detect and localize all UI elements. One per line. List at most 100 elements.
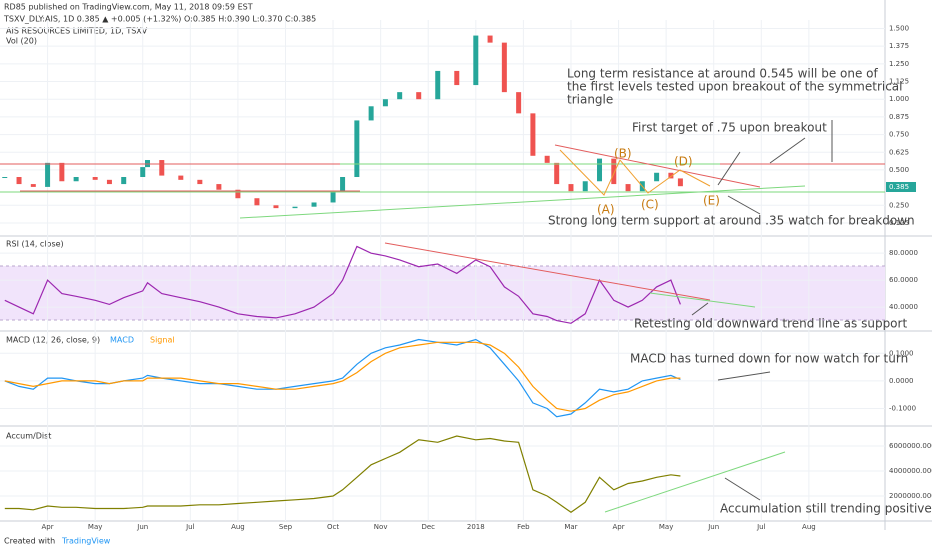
candle	[397, 92, 403, 100]
x-tick-label: Oct	[327, 523, 339, 531]
symbol-line: TSXV_DLY:AIS, 1D 0.385 ▲ +0.005 (+1.32%)…	[3, 15, 316, 24]
candle	[330, 191, 336, 203]
y-tick-label: 0.875	[889, 113, 909, 121]
arrow	[717, 151, 741, 186]
candle	[435, 70, 441, 100]
marks: Apr May Jun Jul Aug Sep Oct Nov Dec 2018 Feb Mar Apr…	[0, 20, 932, 531]
annotation: Long term resistance at around 0.545 wil…	[567, 67, 878, 81]
y-tick-label: 0.250	[889, 201, 909, 209]
y-tick-label: 6000000.0000	[889, 442, 932, 450]
candle	[487, 35, 493, 43]
annotation: MACD has turned down for now watch for t…	[630, 352, 908, 366]
candle	[501, 42, 507, 93]
x-tick-label: Mar	[564, 523, 577, 531]
x-tick-label: Apr	[42, 523, 54, 531]
y-tick-label: 1.500	[889, 24, 909, 32]
annotation: Accumulation still trending positively	[720, 502, 932, 516]
y-tick-label: 1.250	[889, 60, 909, 68]
arrow	[717, 371, 771, 381]
wave-label: (D)	[674, 155, 693, 169]
last-price-box	[886, 182, 916, 192]
annotation: Retesting old downward trend line as sup…	[634, 317, 907, 331]
rsi-band	[0, 266, 885, 320]
publish-line: RD85 published on TradingView.com, May 1…	[4, 3, 253, 12]
candle	[311, 202, 317, 207]
candle	[340, 177, 346, 192]
candle	[45, 162, 51, 187]
x-tick-label: Aug	[802, 523, 816, 531]
x-tick-label: May	[659, 523, 673, 531]
pane-title: AIS RESOURCES LIMITED, 1D, TSXV	[6, 27, 148, 36]
y-tick-label: 0.625	[889, 148, 909, 156]
y-tick-label: 1.375	[889, 42, 909, 50]
annotation: Strong long term support at around .35 w…	[548, 214, 915, 228]
accum-title: Accum/Dist	[6, 432, 51, 441]
annotation: First target of .75 upon breakout	[632, 121, 827, 135]
y-tick-label: -0.1000	[889, 404, 916, 412]
candle	[30, 184, 36, 187]
candle	[454, 70, 460, 86]
candle	[197, 179, 203, 185]
y-tick-label: 1.125	[889, 78, 909, 86]
candle	[516, 92, 522, 114]
triangle-line	[554, 144, 761, 188]
candle	[59, 162, 65, 182]
candle	[625, 184, 631, 192]
y-tick-label: 0.0000	[889, 377, 914, 385]
accum-trend-line	[604, 451, 786, 513]
candle	[121, 177, 127, 185]
candle	[216, 184, 222, 190]
trend-line	[239, 185, 806, 219]
last-price: 0.385	[889, 183, 909, 191]
candle	[273, 205, 279, 209]
candle	[416, 92, 422, 100]
candle	[554, 162, 560, 185]
candle	[368, 106, 374, 121]
candle	[611, 158, 617, 185]
wave-label: (B)	[614, 147, 632, 161]
candle	[597, 158, 603, 182]
candle	[106, 179, 112, 185]
candle	[73, 177, 79, 182]
x-tick-label: Jul	[756, 523, 766, 531]
accum-line	[4, 435, 681, 514]
wave-line	[559, 149, 711, 196]
x-tick-label: Aug	[231, 523, 245, 531]
rsi-trend-line	[384, 242, 711, 301]
arrow	[769, 137, 806, 164]
x-tick-label: Jun	[707, 523, 719, 531]
candle	[473, 35, 479, 86]
candle	[582, 181, 588, 192]
y-tick-label: 80.0000	[889, 249, 918, 257]
candle	[354, 120, 360, 178]
y-tick-label: 0.500	[889, 166, 909, 174]
candle	[178, 175, 184, 180]
x-tick-label: Dec	[421, 523, 435, 531]
rsi-title: RSI (14, close)	[6, 240, 64, 249]
candle	[544, 155, 550, 163]
wave-label: (A)	[597, 203, 615, 217]
candle	[668, 172, 674, 179]
x-tick-label: Nov	[374, 523, 388, 531]
arrow	[691, 302, 709, 316]
candle	[530, 113, 536, 156]
y-tick-label: 0.125	[889, 219, 909, 227]
wave-label: (E)	[703, 194, 720, 208]
y-tick-label: 40.0000	[889, 303, 918, 311]
macd-title: MACD (12, 26, close, 9)	[6, 336, 100, 345]
x-tick-label: Jun	[136, 523, 148, 531]
y-tick-label: 0.1000	[889, 349, 914, 357]
y-tick-label: 1.000	[889, 95, 909, 103]
candle	[140, 167, 146, 178]
candle	[2, 177, 8, 179]
rsi-support-line	[649, 292, 756, 308]
x-tick-label: Feb	[517, 523, 530, 531]
wave-label: (C)	[641, 198, 659, 212]
footer-brand: TradingView	[61, 537, 111, 546]
candle	[382, 99, 388, 107]
candle	[568, 184, 574, 192]
annotation: triangle	[567, 93, 613, 107]
candle	[677, 178, 683, 187]
x-tick-label: 2018	[467, 523, 485, 531]
